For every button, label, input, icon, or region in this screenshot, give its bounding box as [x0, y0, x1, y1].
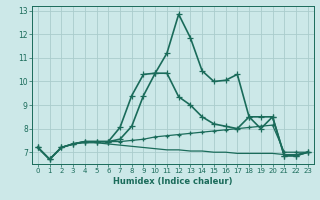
X-axis label: Humidex (Indice chaleur): Humidex (Indice chaleur): [113, 177, 233, 186]
